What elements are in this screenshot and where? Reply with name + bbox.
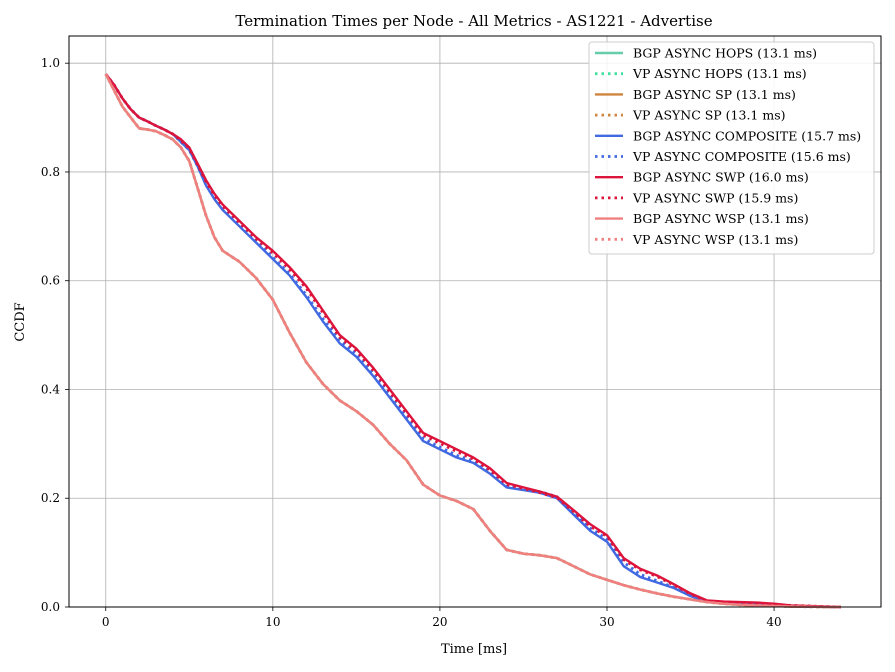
series-line-7 [104,73,841,609]
chart-title: Termination Times per Node - All Metrics… [235,12,712,30]
series-curves [104,73,841,609]
y-tick-label: 0.0 [41,600,60,614]
y-tick-label: 0.2 [41,491,60,505]
legend-entry: BGP ASYNC WSP (13.1 ms) [633,211,809,226]
plot-frame [68,35,882,608]
legend-entry: VP ASYNC HOPS (13.1 ms) [632,66,807,81]
y-tick-label: 0.4 [41,382,60,396]
legend-entry: BGP ASYNC SP (13.1 ms) [633,87,796,102]
legend-entry: BGP ASYNC HOPS (13.1 ms) [633,46,817,61]
y-tick-label: 1.0 [41,56,60,70]
series-line-9 [104,73,841,609]
legend-entry: BGP ASYNC SWP (16.0 ms) [633,170,809,185]
legend-entry: VP ASYNC SWP (15.9 ms) [632,190,798,205]
legend: BGP ASYNC HOPS (13.1 ms) VP ASYNC HOPS (1… [588,41,875,255]
legend-box [588,41,875,255]
legend-entry: BGP ASYNC COMPOSITE (15.7 ms) [633,128,861,143]
legend-entry: VP ASYNC SP (13.1 ms) [632,108,786,123]
x-tick-label: 20 [432,615,447,629]
x-tick-label: 40 [766,615,781,629]
x-tick-label: 30 [599,615,614,629]
y-tick-label: 0.6 [41,274,60,288]
axis-ticks: 0 10 20 30 40 0.0 0.2 0.4 0.6 0.8 1.0 [41,56,782,629]
legend-entry: VP ASYNC COMPOSITE (15.6 ms) [632,149,851,164]
y-axis-label: CCDF [13,302,28,341]
legend-entry: VP ASYNC WSP (13.1 ms) [632,232,798,247]
x-tick-label: 10 [265,615,280,629]
x-tick-label: 0 [102,615,110,629]
x-axis-label: Time [ms] [441,642,507,657]
y-tick-label: 0.8 [41,165,60,179]
